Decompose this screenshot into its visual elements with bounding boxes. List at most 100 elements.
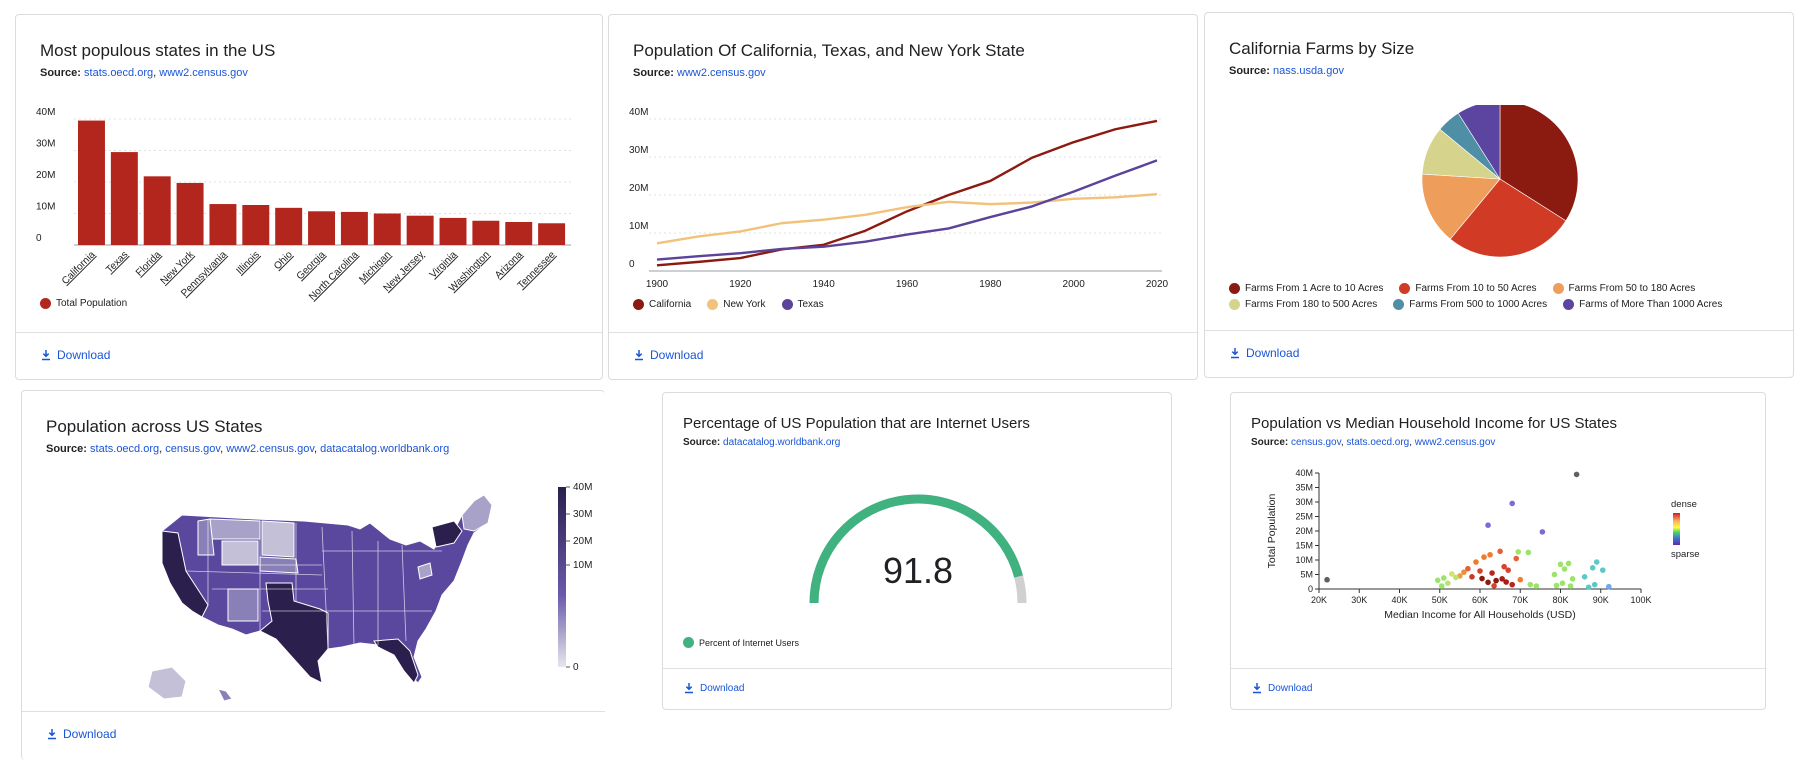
y-tick-label: 20M bbox=[36, 170, 55, 181]
source-link[interactable]: www2.census.gov bbox=[159, 67, 248, 79]
x-tick-label: 30K bbox=[1351, 595, 1367, 605]
y-tick-label: 30M bbox=[1295, 497, 1313, 507]
scatter-point bbox=[1438, 583, 1445, 589]
scatter-point bbox=[1599, 567, 1606, 573]
new-mexico-shape bbox=[227, 588, 259, 622]
legend-item: Farms From 180 to 500 Acres bbox=[1229, 299, 1377, 310]
download-button[interactable]: Download bbox=[40, 348, 110, 362]
download-button[interactable]: Download bbox=[633, 348, 703, 362]
source-links: stats.oecd.org, www2.census.gov bbox=[84, 67, 248, 79]
x-tick-label: 1960 bbox=[896, 279, 919, 290]
pie-slice bbox=[1457, 105, 1501, 181]
source-link[interactable]: stats.oecd.org bbox=[84, 67, 154, 79]
scatter-point bbox=[1557, 561, 1564, 568]
y-tick-label: 10M bbox=[36, 202, 55, 213]
pie-slice bbox=[1449, 178, 1567, 258]
scatter-point bbox=[1539, 529, 1546, 535]
scatter-point bbox=[1489, 570, 1495, 576]
x-tick-label: California bbox=[60, 249, 98, 287]
source-links: datacatalog.worldbank.org bbox=[723, 437, 840, 448]
x-tick-label: 80K bbox=[1552, 595, 1568, 605]
bar bbox=[406, 215, 434, 245]
chart-legend: California New York Texas bbox=[633, 299, 824, 310]
scatter-point bbox=[1561, 566, 1568, 572]
download-label: Download bbox=[700, 682, 745, 694]
download-button[interactable]: Download bbox=[1251, 682, 1312, 694]
download-label: Download bbox=[57, 348, 111, 362]
source-link[interactable]: datacatalog.worldbank.org bbox=[320, 443, 450, 455]
bar bbox=[505, 222, 533, 245]
x-tick-label: 2020 bbox=[1146, 279, 1169, 290]
card-source: Source: www2.census.gov bbox=[633, 67, 766, 79]
scatter-chart-card: Population vs Median Household Income fo… bbox=[1230, 392, 1766, 710]
x-tick-label: Ohio bbox=[272, 249, 295, 272]
bar bbox=[176, 182, 204, 245]
scatter-point bbox=[1461, 569, 1467, 575]
source-link[interactable]: datacatalog.worldbank.org bbox=[723, 437, 841, 448]
y-tick-label: 0 bbox=[629, 259, 635, 270]
source-link[interactable]: www2.census.gov bbox=[1414, 437, 1496, 448]
x-tick-label: Florida bbox=[134, 249, 164, 279]
us-map-plot: 0 10M 20M 30M 40M bbox=[147, 482, 592, 701]
y-tick-label: 25M bbox=[1295, 512, 1313, 522]
bar bbox=[110, 152, 138, 245]
scale-tick-label: 20M bbox=[573, 536, 592, 547]
download-label: Download bbox=[1246, 346, 1300, 360]
scatter-point bbox=[1515, 549, 1522, 555]
scatter-point bbox=[1434, 577, 1441, 584]
source-link[interactable]: www2.census.gov bbox=[226, 443, 315, 455]
card-source: Source: stats.oecd.org, census.gov, www2… bbox=[46, 443, 450, 455]
scatter-point bbox=[1509, 581, 1515, 588]
download-button[interactable]: Download bbox=[683, 682, 744, 694]
download-icon bbox=[42, 350, 50, 361]
scale-tick-label: 10M bbox=[573, 560, 592, 571]
scatter-point bbox=[1565, 560, 1572, 567]
scatter-point bbox=[1553, 582, 1560, 589]
map-chart-card: Population across US States Source: stat… bbox=[21, 390, 605, 760]
download-button[interactable]: Download bbox=[1229, 346, 1299, 360]
source-link[interactable]: stats.oecd.org bbox=[90, 443, 160, 455]
scatter-point bbox=[1606, 583, 1612, 590]
scatter-point bbox=[1473, 559, 1479, 565]
legend-item: Farms From 10 to 50 Acres bbox=[1399, 283, 1537, 294]
download-button[interactable]: Download bbox=[46, 727, 116, 741]
legend-swatch bbox=[707, 299, 719, 310]
legend-swatch bbox=[633, 299, 644, 310]
california-shape bbox=[161, 530, 209, 618]
gauge-value: 91.8 bbox=[883, 550, 953, 591]
download-icon bbox=[685, 683, 693, 694]
legend-item: Total Population bbox=[40, 298, 127, 309]
y-tick-label: 15M bbox=[1295, 541, 1313, 551]
line-chart-card: Population Of California, Texas, and New… bbox=[608, 14, 1198, 380]
line-chart-plot: 0 10M 20M 30M 40M 1900 1920 1940 1960 1980 2000 202… bbox=[629, 107, 1169, 290]
montana-shape bbox=[209, 518, 261, 540]
bar bbox=[340, 211, 368, 245]
download-label: Download bbox=[1268, 682, 1313, 694]
source-link[interactable]: census.gov bbox=[165, 443, 221, 455]
scatter-point bbox=[1569, 576, 1576, 582]
source-link[interactable]: stats.oecd.org bbox=[1346, 437, 1410, 448]
scatter-point bbox=[1509, 500, 1515, 507]
scatter-point bbox=[1533, 583, 1540, 589]
legend-label: New York bbox=[723, 299, 766, 310]
legend-swatch bbox=[781, 299, 793, 310]
card-footer: Download bbox=[1205, 330, 1793, 377]
legend-swatch bbox=[1229, 299, 1240, 310]
scatter-point bbox=[1589, 565, 1596, 571]
x-tick-label: 100K bbox=[1630, 595, 1651, 605]
west-virginia-shape bbox=[417, 562, 433, 580]
pie-slice bbox=[1421, 173, 1501, 240]
legend-item: California bbox=[633, 299, 691, 310]
source-link[interactable]: census.gov bbox=[1291, 437, 1341, 448]
x-tick-label: Texas bbox=[104, 249, 130, 275]
y-tick-label: 10M bbox=[629, 221, 648, 232]
legend-label: Farms From 1 Acre to 10 Acres bbox=[1245, 283, 1384, 294]
color-scale: 0 10M 20M 30M 40M bbox=[558, 482, 592, 673]
source-link[interactable]: www2.census.gov bbox=[677, 67, 766, 79]
x-tick-label: 60K bbox=[1472, 595, 1488, 605]
source-link[interactable]: nass.usda.gov bbox=[1273, 65, 1344, 77]
download-icon bbox=[635, 350, 643, 361]
y-tick-label: 20M bbox=[629, 183, 648, 194]
hawaii-shape bbox=[217, 688, 233, 701]
